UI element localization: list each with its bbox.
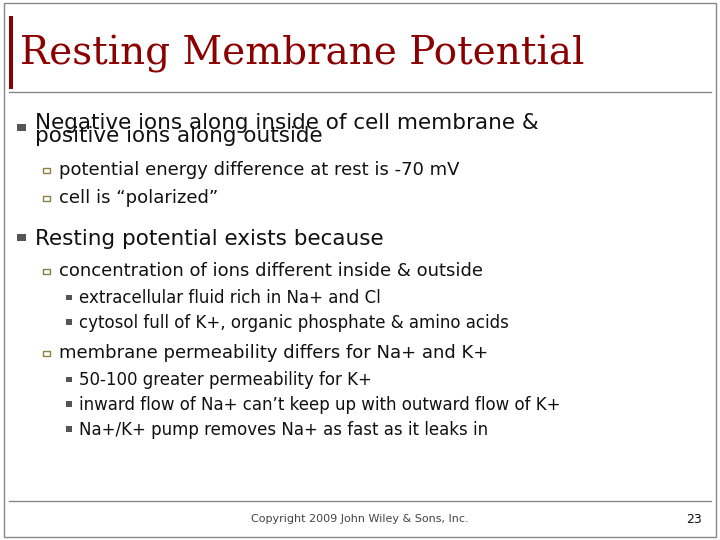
FancyBboxPatch shape bbox=[17, 124, 26, 131]
Text: Na+/K+ pump removes Na+ as fast as it leaks in: Na+/K+ pump removes Na+ as fast as it le… bbox=[79, 421, 488, 439]
Text: Negative ions along inside of cell membrane &: Negative ions along inside of cell membr… bbox=[35, 113, 539, 133]
FancyBboxPatch shape bbox=[4, 3, 716, 537]
Text: 23: 23 bbox=[686, 513, 702, 526]
FancyBboxPatch shape bbox=[43, 351, 50, 356]
FancyBboxPatch shape bbox=[66, 401, 72, 407]
Text: positive ions along outside: positive ions along outside bbox=[35, 126, 322, 146]
FancyBboxPatch shape bbox=[66, 426, 72, 431]
FancyBboxPatch shape bbox=[43, 167, 50, 173]
FancyBboxPatch shape bbox=[43, 268, 50, 274]
Text: inward flow of Na+ can’t keep up with outward flow of K+: inward flow of Na+ can’t keep up with ou… bbox=[79, 396, 561, 414]
FancyBboxPatch shape bbox=[66, 294, 72, 300]
Text: cytosol full of K+, organic phosphate & amino acids: cytosol full of K+, organic phosphate & … bbox=[79, 314, 509, 332]
Text: potential energy difference at rest is -70 mV: potential energy difference at rest is -… bbox=[59, 161, 459, 179]
FancyBboxPatch shape bbox=[66, 376, 72, 382]
Text: 50-100 greater permeability for K+: 50-100 greater permeability for K+ bbox=[79, 371, 372, 389]
Text: Resting Membrane Potential: Resting Membrane Potential bbox=[20, 35, 585, 73]
Text: Copyright 2009 John Wiley & Sons, Inc.: Copyright 2009 John Wiley & Sons, Inc. bbox=[251, 515, 469, 524]
FancyBboxPatch shape bbox=[9, 16, 13, 89]
Text: Resting potential exists because: Resting potential exists because bbox=[35, 228, 383, 249]
Text: membrane permeability differs for Na+ and K+: membrane permeability differs for Na+ an… bbox=[59, 344, 488, 362]
Text: cell is “polarized”: cell is “polarized” bbox=[59, 189, 218, 207]
FancyBboxPatch shape bbox=[17, 234, 26, 241]
FancyBboxPatch shape bbox=[66, 319, 72, 325]
FancyBboxPatch shape bbox=[43, 195, 50, 201]
Text: extracellular fluid rich in Na+ and Cl: extracellular fluid rich in Na+ and Cl bbox=[79, 289, 381, 307]
Text: concentration of ions different inside & outside: concentration of ions different inside &… bbox=[59, 262, 483, 280]
